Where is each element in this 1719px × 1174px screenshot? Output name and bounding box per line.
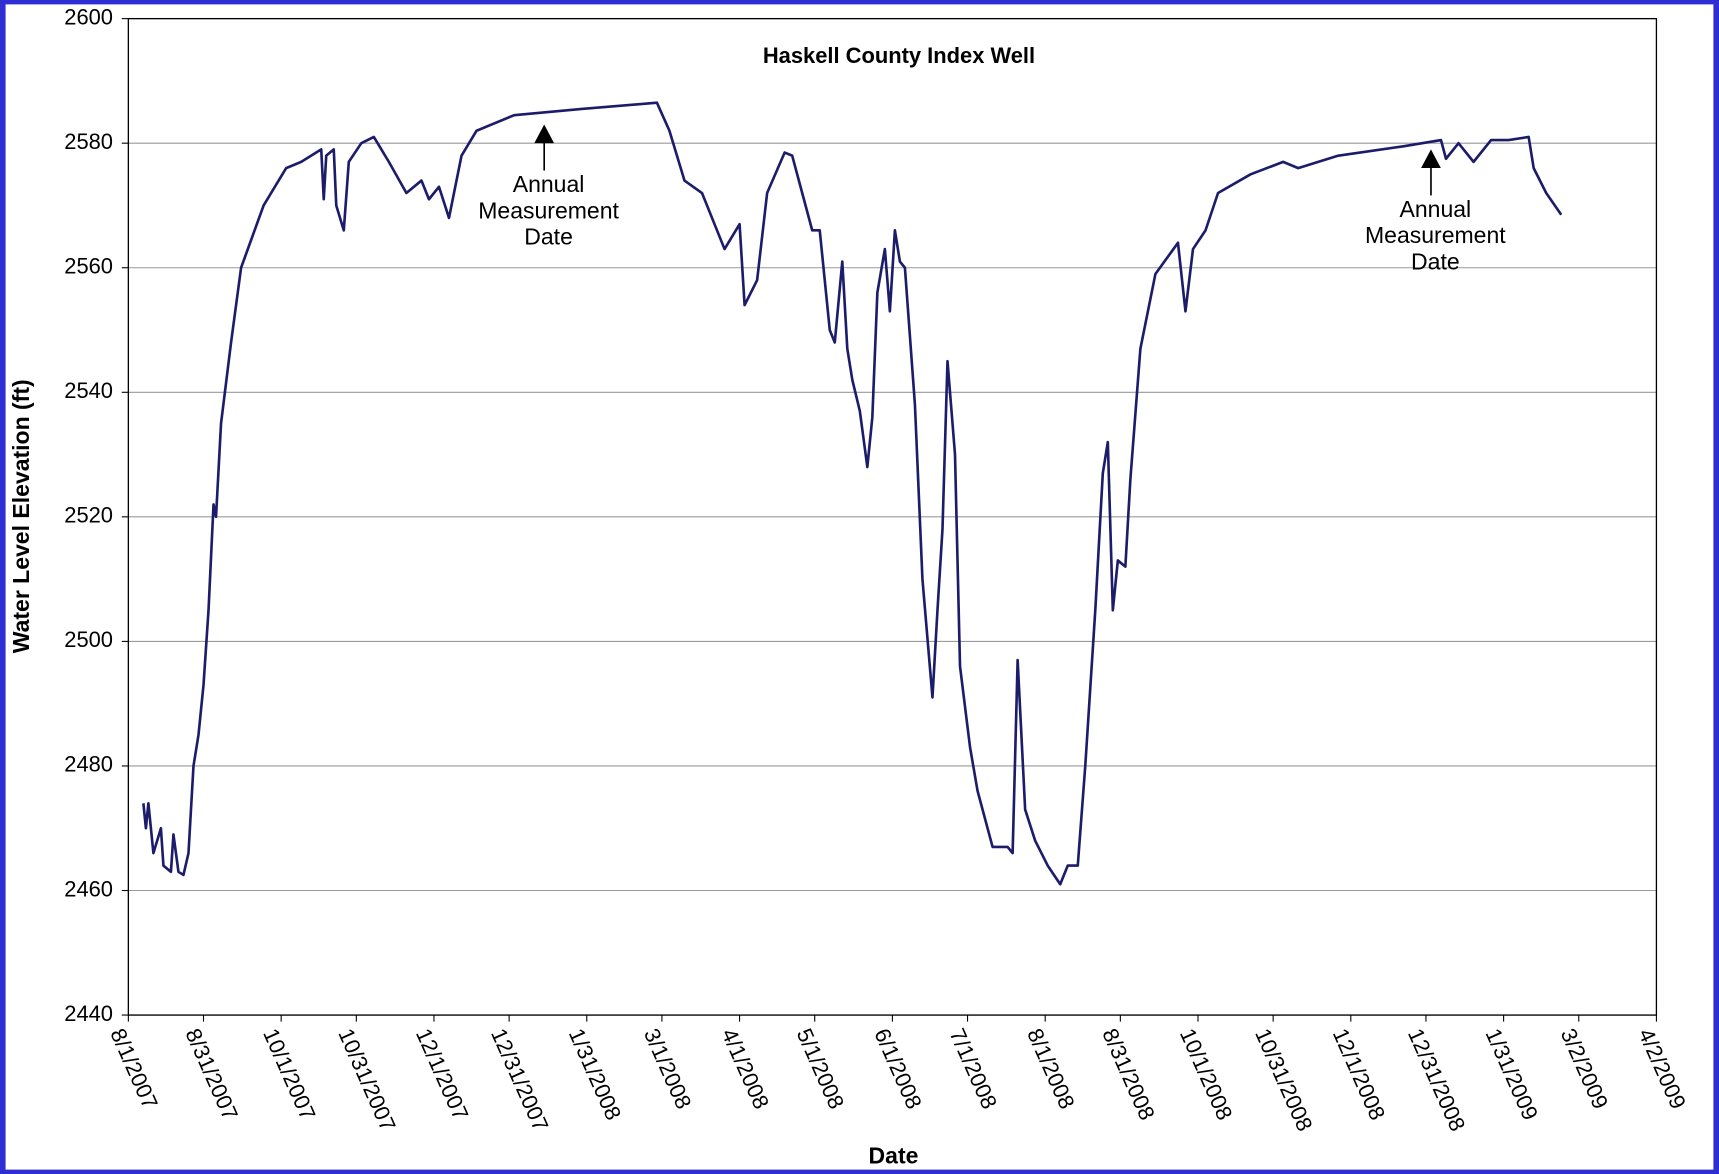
y-tick-label: 2440 xyxy=(64,1001,113,1026)
chart-area xyxy=(5,4,1714,1170)
annotation-text: Measurement xyxy=(1365,222,1506,248)
annotation-text: Date xyxy=(524,224,573,250)
data-line xyxy=(142,101,1563,886)
y-tick-label: 2580 xyxy=(64,129,113,154)
y-tick-label: 2480 xyxy=(64,752,113,777)
y-tick-label: 2600 xyxy=(64,4,113,29)
annotation-text: Date xyxy=(1411,248,1460,274)
y-tick-label: 2460 xyxy=(64,876,113,901)
y-tick-label: 2540 xyxy=(64,378,113,403)
y-axis-label: Water Level Elevation (ft) xyxy=(8,379,34,653)
annotation-text: Annual xyxy=(1400,196,1472,222)
annotation-text: Annual xyxy=(513,171,585,197)
annotation-arrowhead xyxy=(1421,149,1441,169)
chart-title: Haskell County Index Well xyxy=(763,43,1035,68)
y-tick-label: 2500 xyxy=(64,627,113,652)
annotation-arrowhead xyxy=(534,124,555,144)
x-axis-label: Date xyxy=(869,1143,919,1169)
y-tick-label: 2560 xyxy=(64,254,113,279)
y-tick-label: 2520 xyxy=(64,503,113,528)
annotation-text: Measurement xyxy=(478,197,619,223)
